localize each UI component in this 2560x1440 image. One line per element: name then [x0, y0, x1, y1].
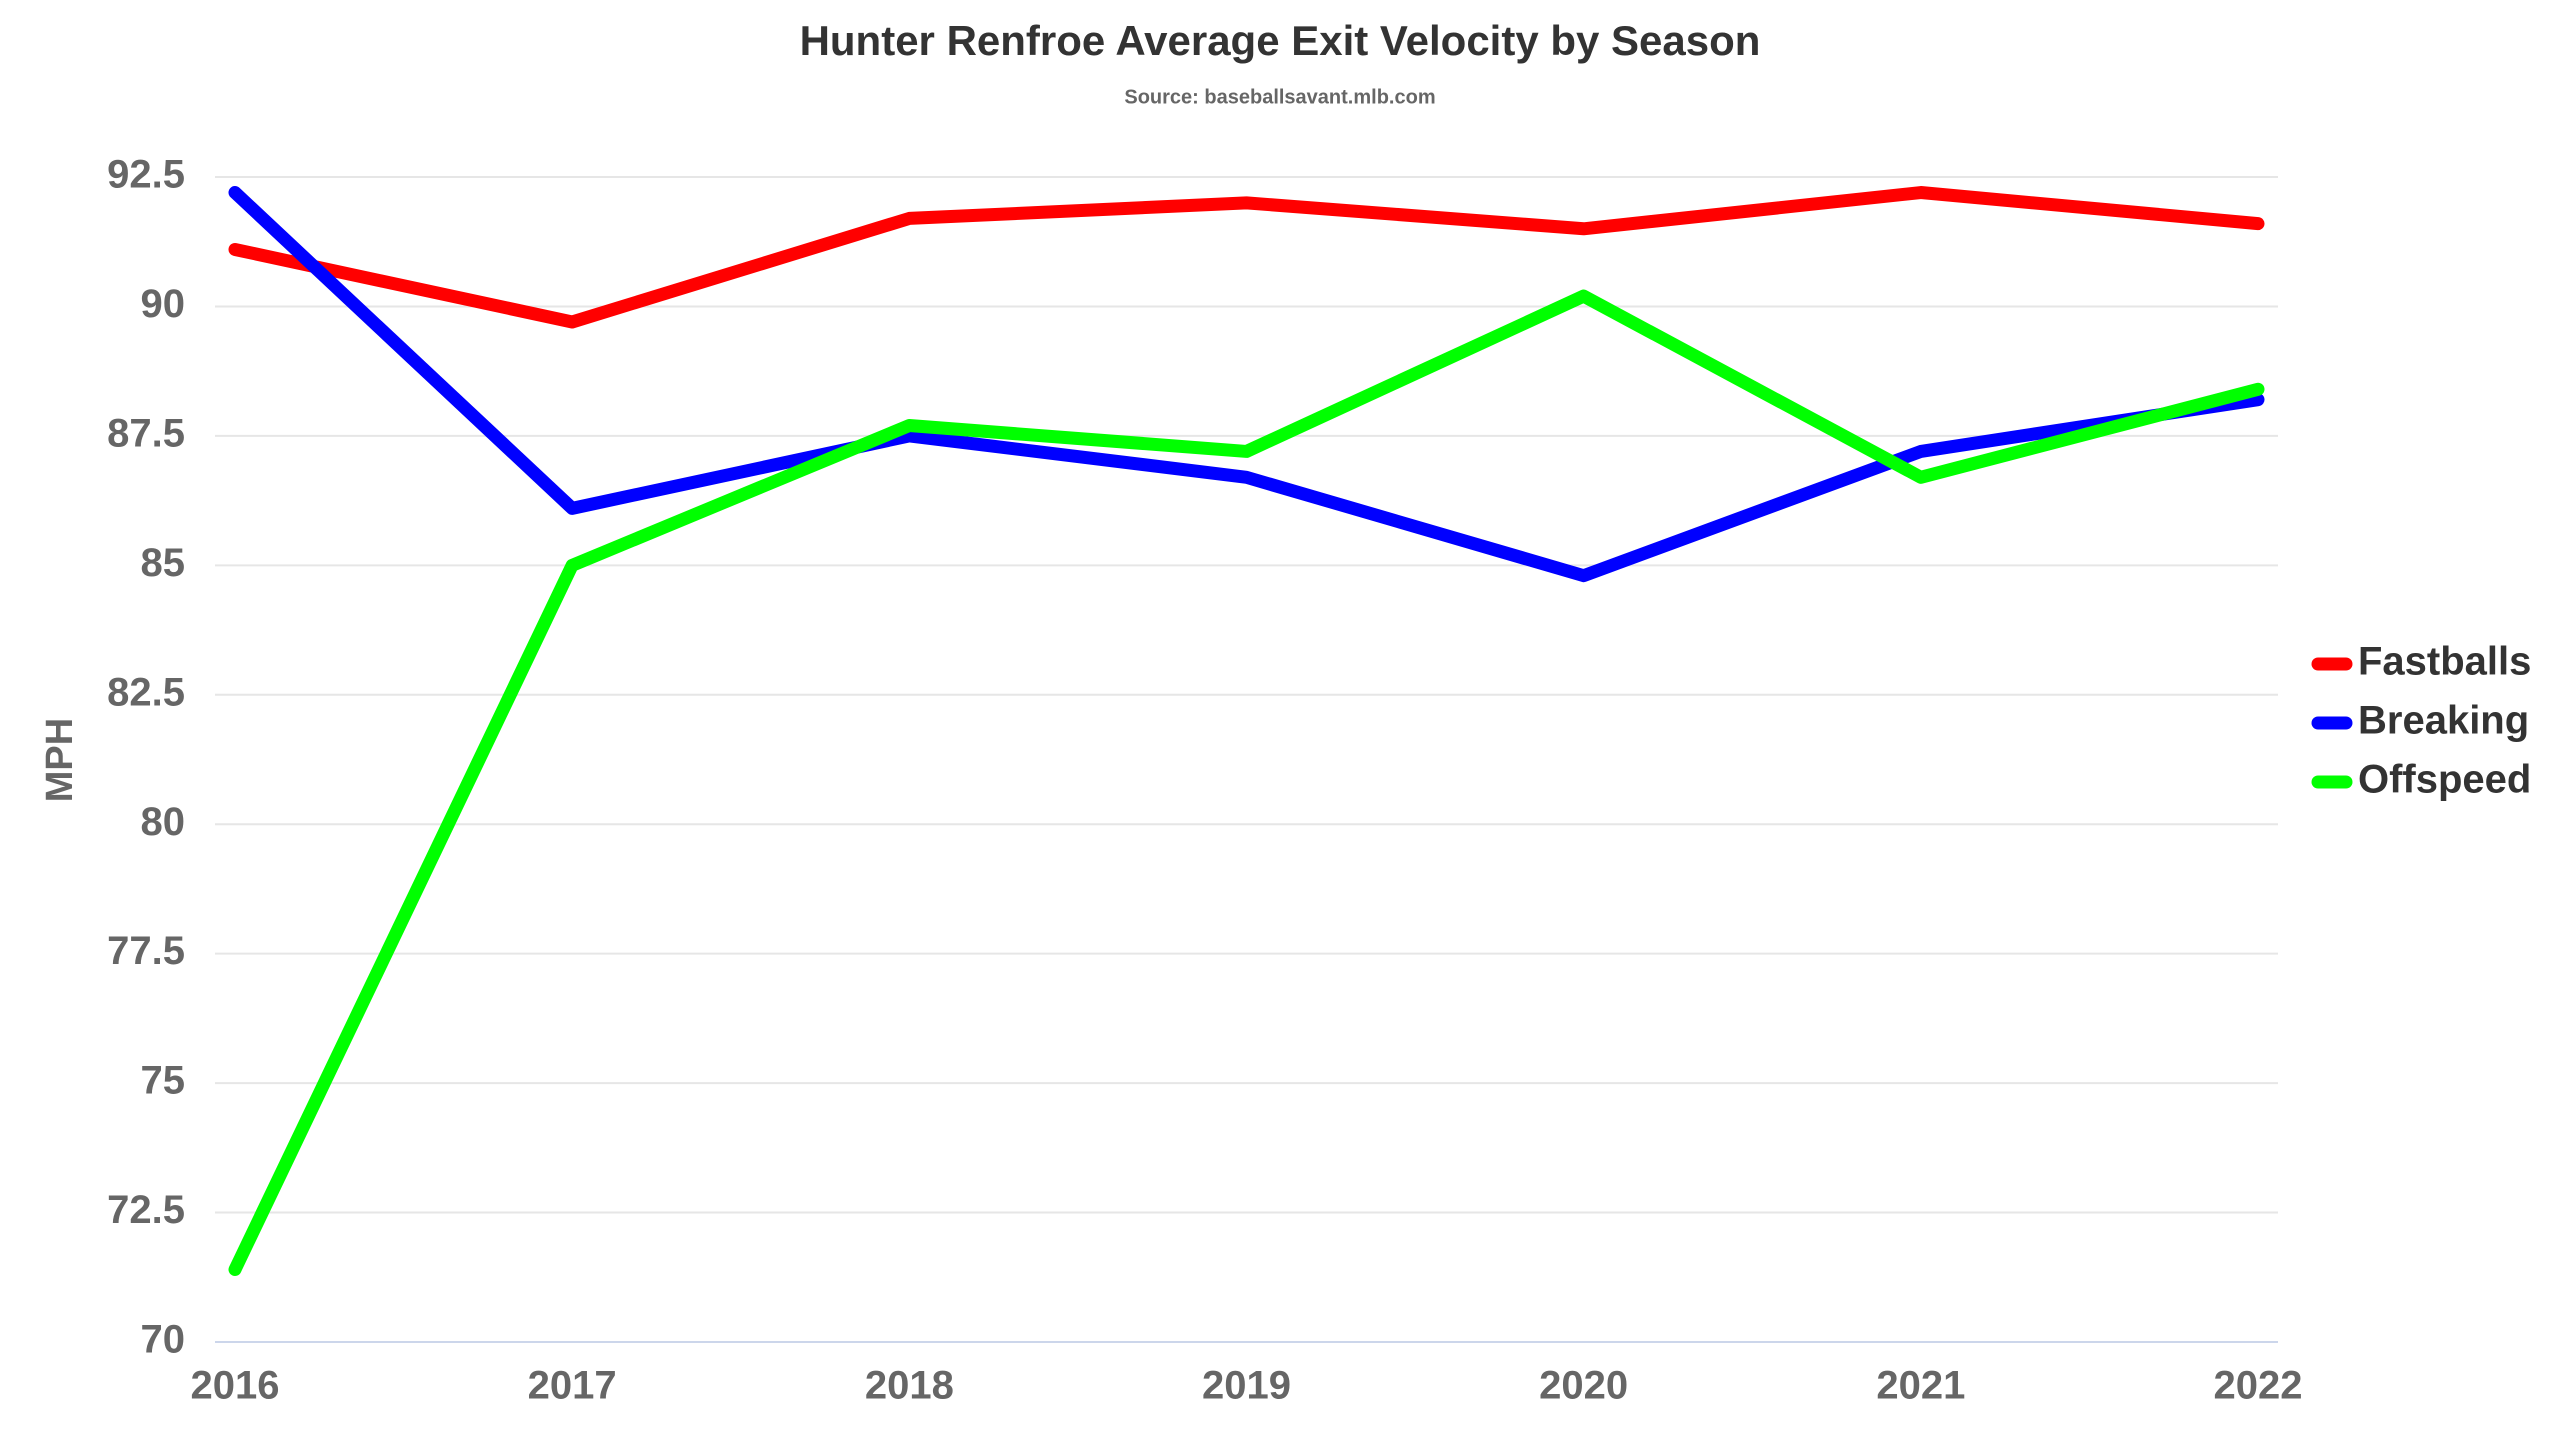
- y-tick-label: 70: [141, 1318, 186, 1362]
- chart-subtitle: Source: baseballsavant.mlb.com: [1124, 86, 1435, 108]
- y-axis-label: MPH: [39, 718, 81, 802]
- y-tick-label: 75: [141, 1059, 186, 1103]
- legend-label: Breaking: [2358, 699, 2529, 743]
- series-line: [228, 186, 2265, 329]
- y-tick-label: 80: [141, 800, 186, 844]
- y-tick-label: 90: [141, 282, 186, 326]
- series-line: [228, 289, 2265, 1277]
- legend-label: Fastballs: [2358, 640, 2531, 684]
- y-tick-label: 87.5: [107, 411, 185, 455]
- y-tick-label: 92.5: [107, 153, 185, 197]
- x-tick-label: 2019: [1202, 1364, 1291, 1408]
- x-tick-label: 2018: [865, 1364, 954, 1408]
- legend-label: Offspeed: [2358, 758, 2531, 802]
- x-tick-label: 2022: [2214, 1364, 2303, 1408]
- x-tick-label: 2020: [1539, 1364, 1628, 1408]
- y-tick-label: 72.5: [107, 1188, 185, 1232]
- y-tick-label: 77.5: [107, 929, 185, 973]
- y-tick-label: 85: [141, 541, 186, 585]
- chart-title: Hunter Renfroe Average Exit Velocity by …: [800, 17, 1761, 64]
- x-tick-label: 2017: [528, 1364, 617, 1408]
- x-tick-label: 2021: [1876, 1364, 1965, 1408]
- series-line: [228, 186, 2265, 583]
- y-tick-label: 82.5: [107, 670, 185, 714]
- x-tick-label: 2016: [191, 1364, 280, 1408]
